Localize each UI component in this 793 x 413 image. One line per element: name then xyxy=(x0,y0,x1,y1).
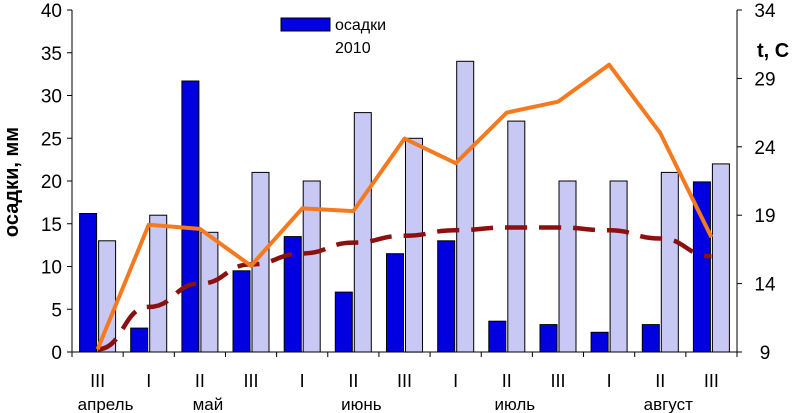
bar-norm-8 xyxy=(507,120,526,353)
bar-norm-7 xyxy=(456,60,475,353)
x-decade-label-5: II xyxy=(348,371,358,391)
legend-label: осадки xyxy=(335,17,386,34)
y2-tick-label-0: 9 xyxy=(760,343,771,364)
bar-2010-1 xyxy=(130,327,149,353)
bar-norm-2 xyxy=(200,231,219,353)
bar-2010-8 xyxy=(488,320,507,353)
bar-2010-7 xyxy=(437,240,456,353)
x-decade-label-4: I xyxy=(300,371,305,391)
bar-2010-10 xyxy=(590,331,609,353)
x-decade-label-7: I xyxy=(453,371,458,391)
x-decade-label-1: I xyxy=(146,371,151,391)
y-tick-label-7: 35 xyxy=(41,44,62,65)
bar-2010-11 xyxy=(641,324,660,353)
y2-tick-label-3: 24 xyxy=(754,138,776,159)
x-month-label-5: июнь xyxy=(341,395,382,413)
y-tick-label-0: 0 xyxy=(51,343,62,364)
lines-layer xyxy=(95,62,714,352)
x-decade-label-11: II xyxy=(655,371,665,391)
y-tick-label-2: 10 xyxy=(41,258,62,279)
y2-tick-label-5: 34 xyxy=(754,1,776,22)
y-tick-label-8: 40 xyxy=(41,1,62,22)
y-tick-label-1: 5 xyxy=(51,300,62,321)
x-decade-label-3: III xyxy=(244,371,259,391)
y-axis-title: осадки, мм xyxy=(1,127,23,237)
bar-norm-9 xyxy=(558,180,577,353)
line-temp-norm xyxy=(97,225,712,352)
x-decade-label-0: III xyxy=(90,371,105,391)
bar-norm-6 xyxy=(405,137,423,353)
bar-norm-0 xyxy=(98,240,117,353)
bar-norm-10 xyxy=(609,180,628,353)
x-decade-label-10: I xyxy=(607,371,612,391)
x-decade-label-6: III xyxy=(397,371,412,391)
y-tick-label-6: 30 xyxy=(41,87,62,108)
bar-2010-6 xyxy=(386,253,404,353)
bar-norm-12 xyxy=(711,163,730,353)
bar-2010-0 xyxy=(79,213,98,353)
x-decade-label-8: II xyxy=(502,371,512,391)
bar-norm-5 xyxy=(353,112,372,353)
x-month-label-2: май xyxy=(193,395,224,413)
x-month-label-8: июль xyxy=(494,395,535,413)
bar-norm-1 xyxy=(149,214,168,353)
x-month-label-11: август xyxy=(644,395,693,413)
y-tick-label-5: 25 xyxy=(41,129,62,150)
y2-tick-label-4: 29 xyxy=(754,69,775,90)
bar-norm-11 xyxy=(660,171,679,353)
bars-layer xyxy=(79,60,730,353)
legend-label-year: 2010 xyxy=(335,40,371,57)
y2-tick-label-2: 19 xyxy=(754,206,775,227)
bar-2010-5 xyxy=(334,291,353,353)
y-tick-label-3: 15 xyxy=(41,215,62,236)
legend-swatch xyxy=(280,17,331,32)
bar-2010-9 xyxy=(539,324,558,353)
line-temp-2010 xyxy=(95,62,714,351)
y2-axis-title: t, C xyxy=(757,40,789,62)
x-decade-label-2: II xyxy=(195,371,205,391)
x-decade-label-12: III xyxy=(704,371,719,391)
y-tick-label-4: 20 xyxy=(41,172,62,193)
x-decade-label-9: III xyxy=(550,371,565,391)
axes-layer xyxy=(67,9,742,357)
bar-2010-3 xyxy=(232,270,251,353)
x-month-label-0: апрель xyxy=(78,395,134,413)
legend: осадки 2010 xyxy=(280,17,386,57)
bar-2010-2 xyxy=(181,80,200,353)
y2-tick-label-1: 14 xyxy=(754,275,776,296)
